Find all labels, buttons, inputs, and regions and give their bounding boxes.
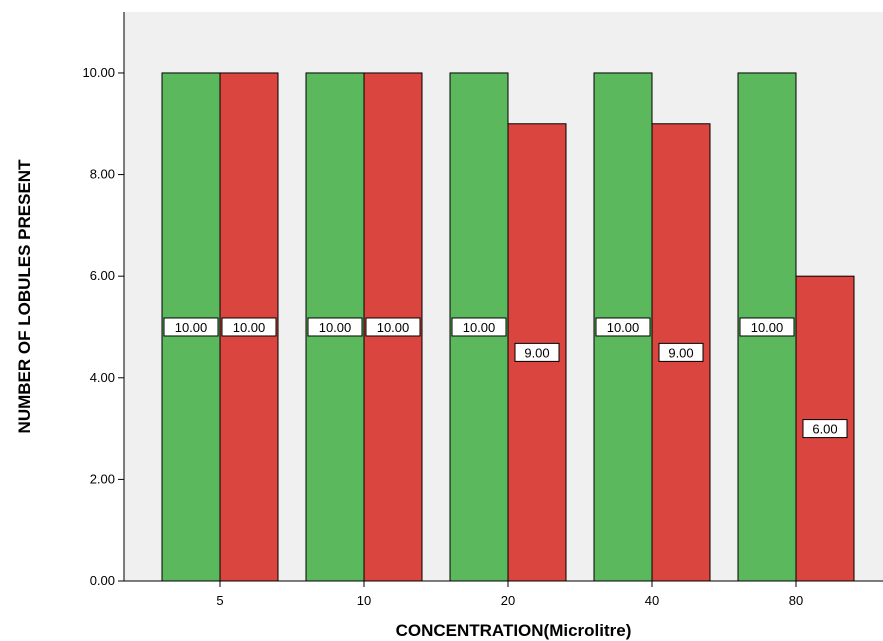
y-tick-label: 10.00 [82,65,115,80]
y-axis: 0.00 2.00 4.00 6.00 8.00 10.00 [82,12,125,588]
data-label-text: 10.00 [175,320,208,335]
y-tick-label: 2.00 [90,471,115,486]
data-label: 9.00 [514,342,560,362]
x-axis-title: CONCENTRATION(Microlitre) [396,621,632,640]
y-tick-label: 8.00 [90,167,115,182]
data-label-text: 10.00 [463,320,496,335]
x-tick-label: 5 [216,593,223,608]
data-label-box [365,317,421,337]
data-label-text: 9.00 [524,345,549,360]
y-axis-title: NUMBER OF LOBULES PRESENT [15,159,34,434]
x-tick-label: 80 [789,593,803,608]
data-label-box [802,419,848,439]
data-label: 6.00 [802,419,848,439]
x-tick-label: 40 [645,593,659,608]
data-label-text: 9.00 [668,345,693,360]
data-label-text: 10.00 [233,320,266,335]
data-label-box [221,317,277,337]
data-label: 10.00 [451,317,507,337]
data-label: 10.00 [739,317,795,337]
data-label-box [739,317,795,337]
data-label-text: 10.00 [751,320,784,335]
y-tick-label: 6.00 [90,268,115,283]
data-label: 10.00 [221,317,277,337]
data-label-box [307,317,363,337]
data-label: 10.00 [595,317,651,337]
data-label-text: 10.00 [607,320,640,335]
data-label: 9.00 [658,342,704,362]
data-label: 10.00 [365,317,421,337]
x-tick-label: 20 [501,593,515,608]
data-label-box [163,317,219,337]
y-tick-label: 0.00 [90,573,115,588]
x-axis: 5 10 20 40 80 [124,580,883,608]
data-label-text: 6.00 [812,422,837,437]
data-label-text: 10.00 [319,320,352,335]
data-label-box [514,342,560,362]
y-tick-label: 4.00 [90,370,115,385]
data-label: 10.00 [307,317,363,337]
data-labels: 10.00 10.00 10.00 10.00 10.00 9.00 10.00 9.00 10… [163,317,848,439]
x-tick-label: 10 [357,593,371,608]
data-label: 10.00 [163,317,219,337]
data-label-box [595,317,651,337]
data-label-box [658,342,704,362]
data-label-box [451,317,507,337]
data-label-text: 10.00 [377,320,410,335]
